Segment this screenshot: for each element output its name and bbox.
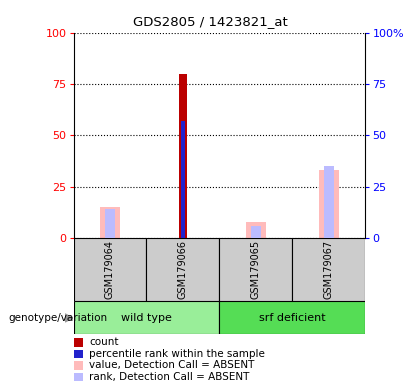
Text: GSM179067: GSM179067 bbox=[324, 240, 334, 299]
Polygon shape bbox=[65, 314, 73, 322]
Bar bbox=[105, 209, 115, 238]
Bar bbox=[246, 222, 266, 238]
Bar bbox=[220, 301, 365, 334]
Text: wild type: wild type bbox=[121, 313, 172, 323]
Bar bbox=[74, 238, 147, 301]
Bar bbox=[181, 121, 185, 238]
Bar bbox=[100, 207, 120, 238]
Bar bbox=[220, 238, 292, 301]
Text: GSM179066: GSM179066 bbox=[178, 240, 188, 299]
Text: rank, Detection Call = ABSENT: rank, Detection Call = ABSENT bbox=[89, 372, 249, 382]
Text: percentile rank within the sample: percentile rank within the sample bbox=[89, 349, 265, 359]
Bar bbox=[147, 238, 220, 301]
Bar bbox=[178, 74, 187, 238]
Text: genotype/variation: genotype/variation bbox=[8, 313, 108, 323]
Bar bbox=[74, 301, 220, 334]
Text: GSM179065: GSM179065 bbox=[251, 240, 261, 299]
Bar bbox=[251, 226, 261, 238]
Bar bbox=[292, 238, 365, 301]
Text: GSM179064: GSM179064 bbox=[105, 240, 115, 299]
Text: count: count bbox=[89, 337, 118, 347]
Text: value, Detection Call = ABSENT: value, Detection Call = ABSENT bbox=[89, 360, 255, 370]
Text: srf deficient: srf deficient bbox=[259, 313, 326, 323]
Text: GDS2805 / 1423821_at: GDS2805 / 1423821_at bbox=[133, 15, 287, 28]
Bar bbox=[319, 170, 339, 238]
Bar bbox=[324, 166, 334, 238]
